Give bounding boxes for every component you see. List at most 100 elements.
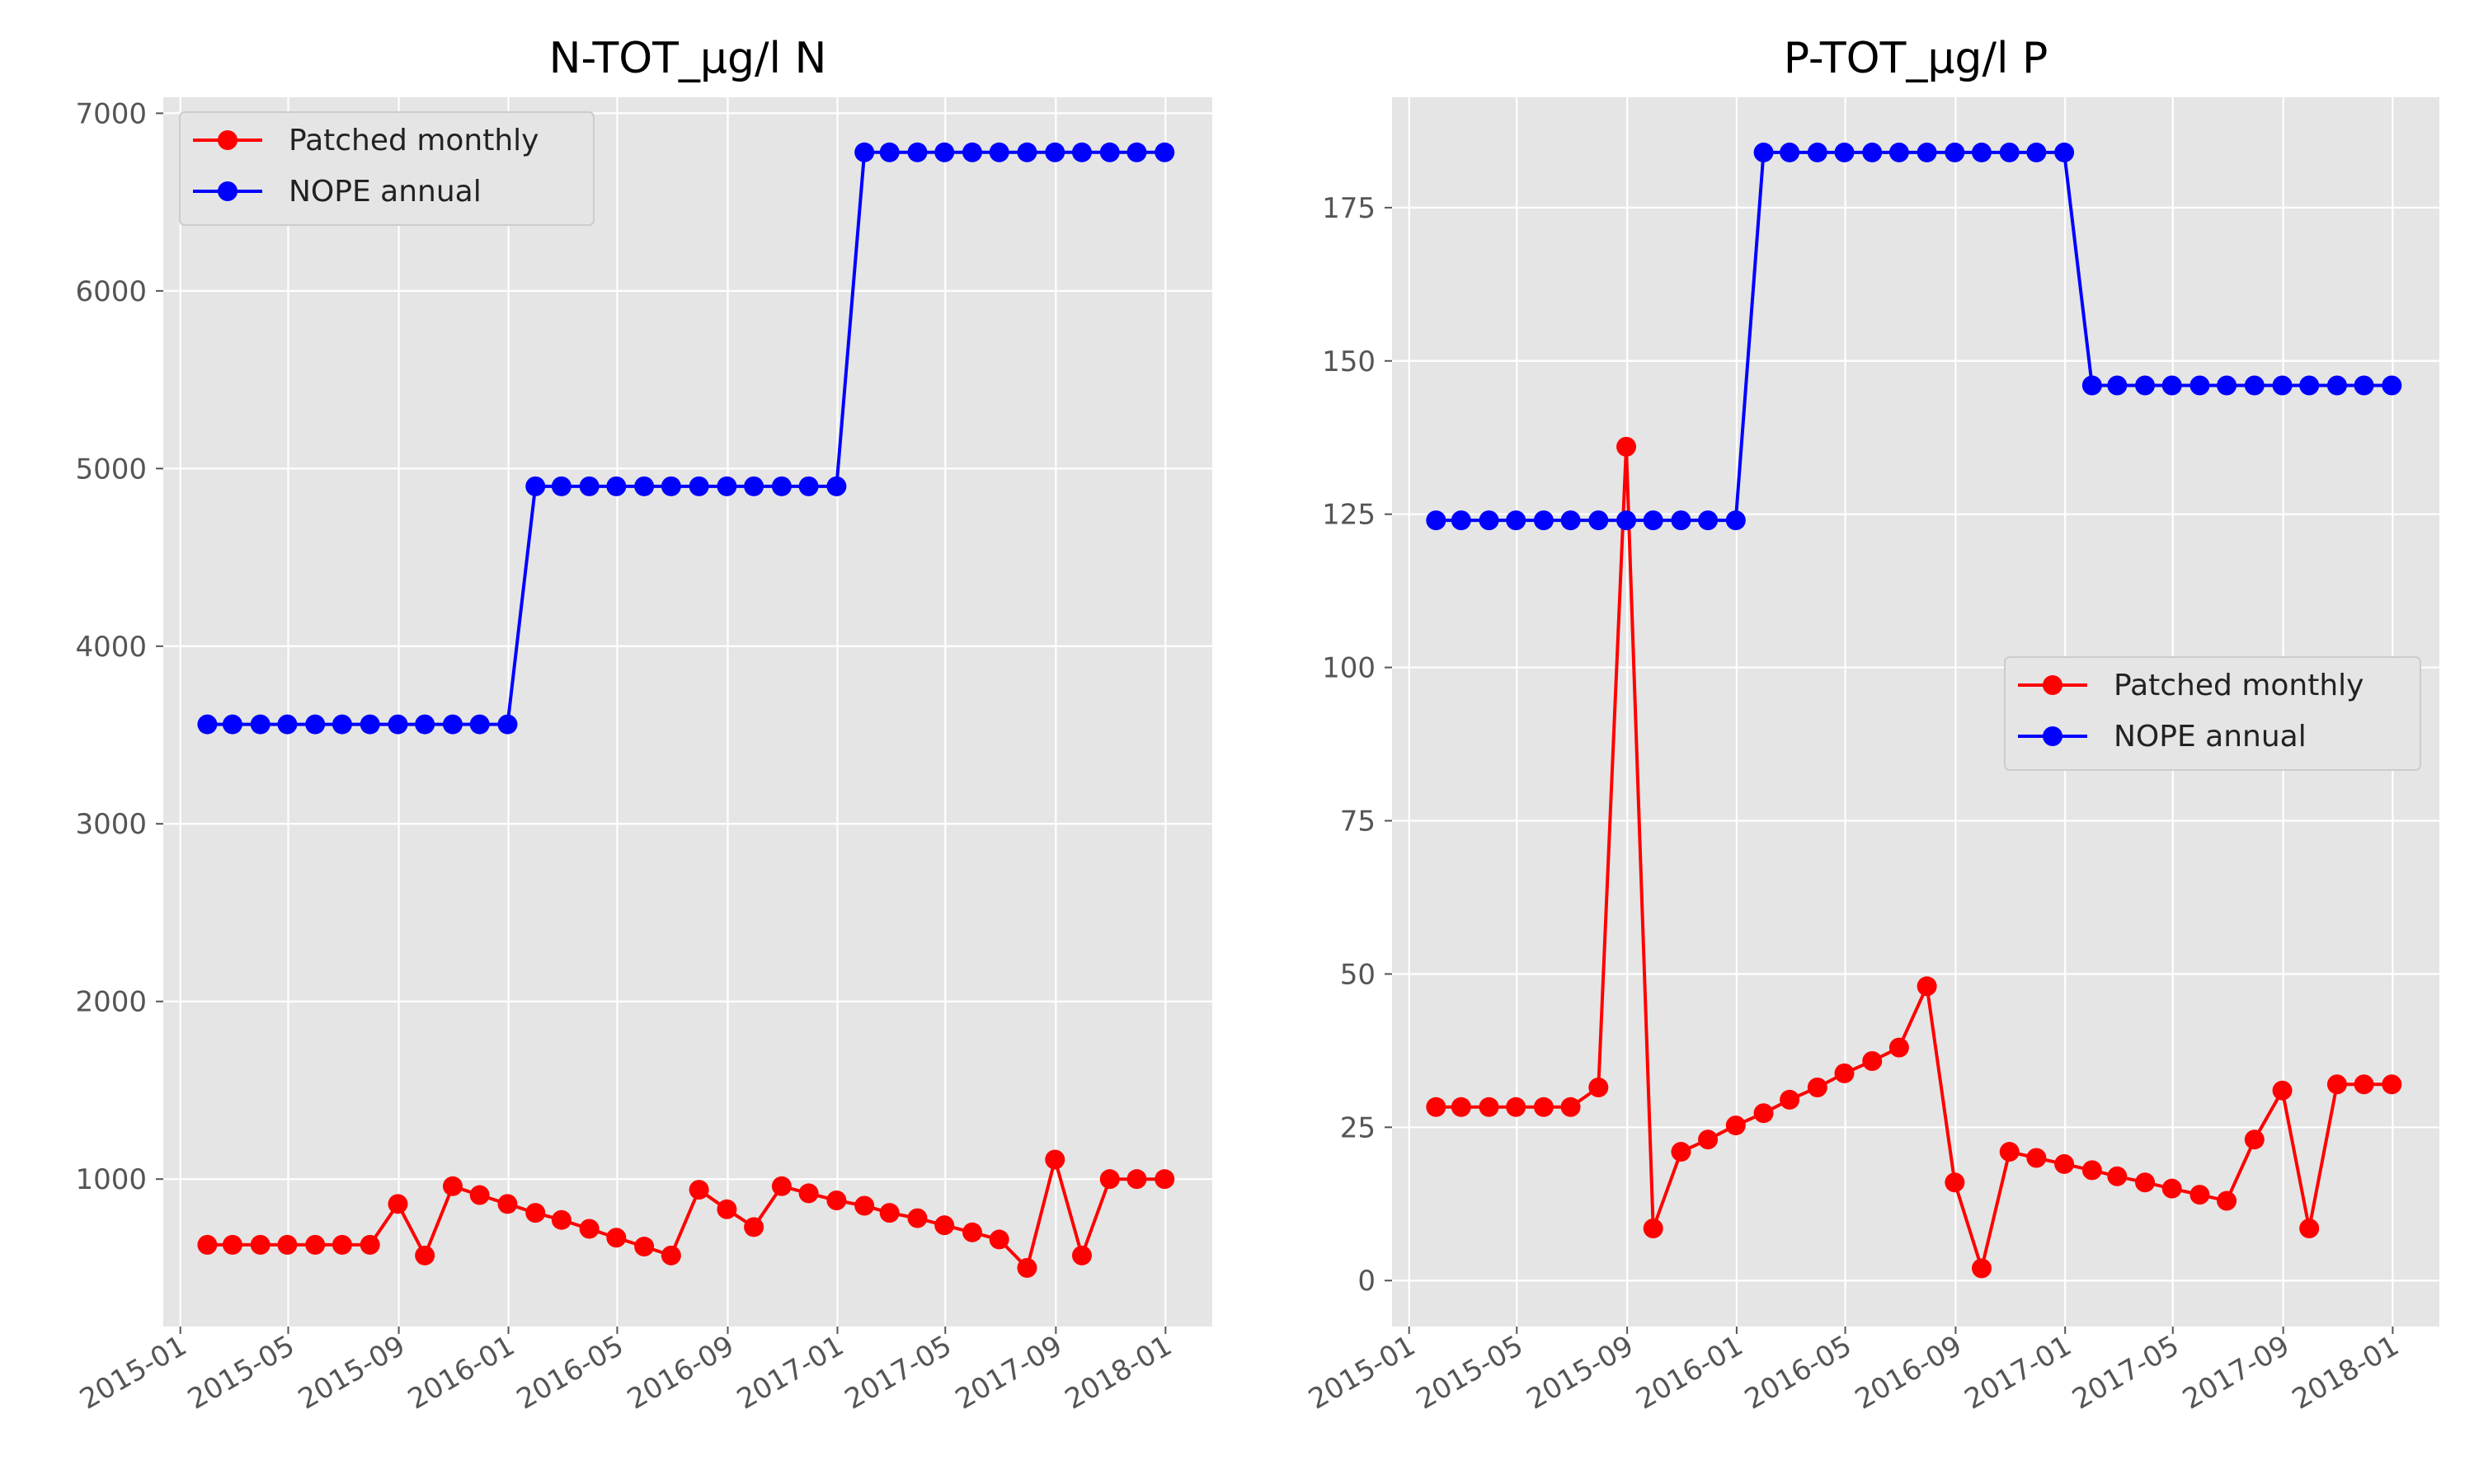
data-point	[1643, 1219, 1663, 1239]
data-point	[2326, 375, 2347, 396]
data-point	[771, 1176, 792, 1196]
data-point	[442, 1176, 463, 1196]
data-point	[2161, 375, 2182, 396]
legend-box	[2004, 656, 2421, 771]
data-point	[197, 1234, 218, 1255]
data-point	[2272, 375, 2293, 396]
y-tick-label: 100	[1322, 652, 1376, 685]
data-point	[1506, 510, 1526, 531]
data-point	[579, 1219, 600, 1239]
data-point	[1451, 510, 1471, 531]
data-point	[1506, 1097, 1526, 1117]
data-point	[2054, 142, 2075, 162]
data-point	[2081, 1160, 2102, 1181]
x-tick-label: 2017-05	[840, 1329, 957, 1416]
data-point	[606, 476, 627, 496]
data-point	[826, 476, 847, 496]
data-point	[689, 476, 709, 496]
y-tick-label: 175	[1322, 192, 1376, 225]
data-point	[1698, 510, 1719, 531]
y-tick-label: 75	[1340, 805, 1376, 838]
data-point	[2299, 1219, 2320, 1239]
chart-title: N-TOT_µg/l N	[549, 34, 827, 83]
data-point	[1671, 1142, 1691, 1162]
y-tick-label: 5000	[75, 453, 147, 486]
x-tick-label: 2015-09	[1522, 1329, 1639, 1416]
data-point	[2326, 1074, 2347, 1095]
data-point	[854, 1195, 875, 1216]
data-point	[332, 714, 352, 735]
data-point	[1479, 510, 1499, 531]
y-tick-label: 1000	[75, 1163, 147, 1196]
data-point	[1917, 976, 1937, 997]
data-point	[525, 476, 546, 496]
data-point	[277, 714, 298, 735]
data-point	[606, 1228, 627, 1248]
data-point	[661, 476, 681, 496]
data-point	[2217, 375, 2237, 396]
legend-box	[179, 111, 595, 226]
data-point	[1888, 1037, 1909, 1058]
data-point	[305, 714, 326, 735]
data-point	[1017, 1257, 1037, 1278]
data-point	[2189, 1185, 2210, 1205]
data-point	[1862, 1051, 1883, 1072]
x-tick-label: 2017-05	[2067, 1329, 2185, 1416]
data-point	[1560, 1097, 1581, 1117]
data-point	[1888, 142, 1909, 162]
data-point	[1725, 510, 1746, 531]
data-point	[717, 1199, 737, 1219]
data-point	[661, 1245, 681, 1266]
data-point	[1099, 1169, 1120, 1190]
data-point	[989, 142, 1009, 162]
y-tick-label: 3000	[75, 808, 147, 841]
y-tick-label: 2000	[75, 986, 147, 1019]
data-point	[388, 1194, 408, 1214]
y-tick-label: 6000	[75, 275, 147, 308]
data-point	[388, 714, 408, 735]
data-point	[1045, 1149, 1065, 1170]
data-point	[934, 1215, 955, 1236]
data-point	[579, 476, 600, 496]
y-tick-label: 150	[1322, 345, 1376, 378]
data-point	[2026, 142, 2047, 162]
y-tick-label: 0	[1357, 1265, 1376, 1298]
data-point	[497, 1194, 518, 1214]
data-point	[1588, 1077, 1609, 1097]
data-point	[1780, 1089, 1800, 1110]
data-point	[1126, 1169, 1147, 1190]
data-point	[2272, 1080, 2293, 1101]
data-point	[1999, 1142, 2020, 1162]
x-tick-label: 2015-05	[182, 1329, 300, 1416]
data-point	[634, 476, 655, 496]
data-point	[197, 714, 218, 735]
data-point	[1834, 1063, 1855, 1083]
data-point	[1643, 510, 1663, 531]
data-point	[250, 714, 270, 735]
data-point	[1780, 142, 1800, 162]
chart-title: P-TOT_µg/l P	[1784, 34, 2048, 83]
data-point	[1971, 1258, 1992, 1279]
data-point	[2354, 375, 2374, 396]
data-point	[1753, 1103, 1774, 1124]
x-tick-label: 2018-01	[1060, 1329, 1178, 1416]
data-point	[1671, 510, 1691, 531]
data-point	[907, 1208, 928, 1228]
data-point	[1807, 1077, 1827, 1097]
y-tick-label: 7000	[75, 97, 147, 130]
legend-marker	[2043, 726, 2062, 746]
data-point	[634, 1237, 655, 1257]
x-tick-label: 2017-01	[1959, 1329, 2077, 1416]
data-point	[1999, 142, 2020, 162]
data-point	[332, 1234, 352, 1255]
data-point	[1479, 1097, 1499, 1117]
data-point	[2382, 1074, 2402, 1095]
data-point	[2161, 1178, 2182, 1199]
data-point	[2217, 1190, 2237, 1211]
x-tick-label: 2017-09	[2177, 1329, 2295, 1416]
data-point	[1155, 1169, 1175, 1190]
x-tick-label: 2015-09	[293, 1329, 411, 1416]
legend-label: NOPE annual	[289, 175, 482, 209]
data-point	[277, 1234, 298, 1255]
data-point	[305, 1234, 326, 1255]
